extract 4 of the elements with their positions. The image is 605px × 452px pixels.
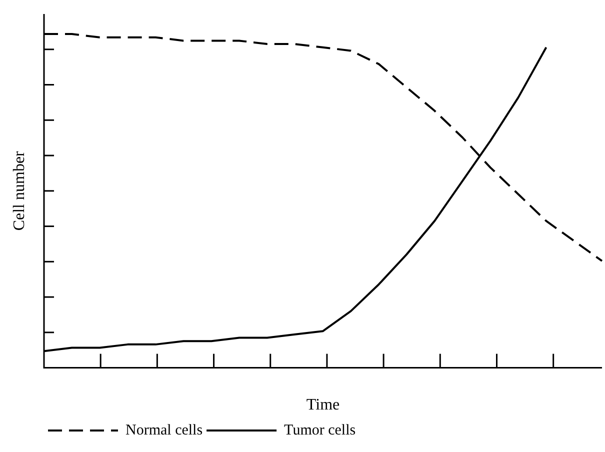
legend-label: Normal cells: [126, 422, 203, 438]
x-axis-title: Time: [306, 396, 340, 414]
legend-label: Tumor cells: [284, 422, 356, 438]
y-axis-title: Cell number: [11, 150, 28, 231]
